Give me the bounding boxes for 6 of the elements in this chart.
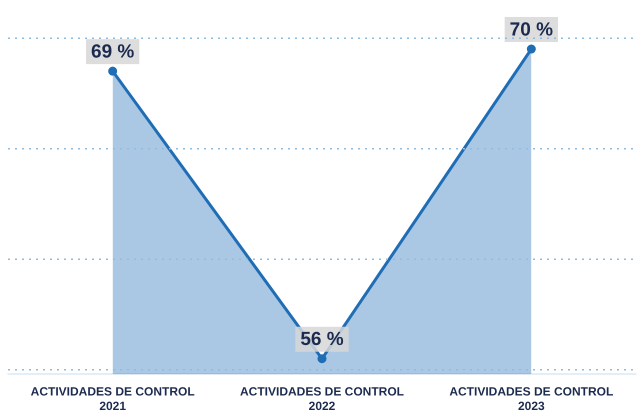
x-tick-label: ACTIVIDADES DE CONTROL 2021 xyxy=(30,384,195,414)
data-label: 70 % xyxy=(510,19,554,40)
x-tick-label: ACTIVIDADES DE CONTROL 2022 xyxy=(240,384,404,414)
data-label: 56 % xyxy=(300,328,344,350)
data-label: 69 % xyxy=(91,41,134,62)
x-tick-label: ACTIVIDADES DE CONTROL 2023 xyxy=(449,384,614,414)
